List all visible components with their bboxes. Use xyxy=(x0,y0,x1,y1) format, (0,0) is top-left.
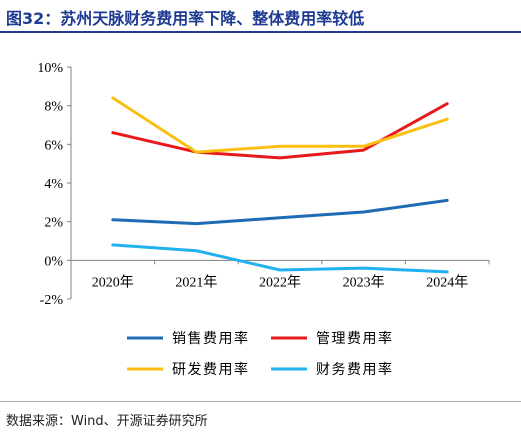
source-divider xyxy=(0,401,521,402)
line-chart: -2% 0% 2% 4% 6% 8% 10% 2020年 2021年 2022年 2023年 2024… xyxy=(37,61,490,378)
legend-label: 销售费用率 xyxy=(172,330,250,347)
legend-label: 财务费用率 xyxy=(316,361,394,378)
x-tick-label: 2021年 xyxy=(175,274,217,290)
data-source: 数据来源：Wind、开源证券研究所 xyxy=(6,414,208,429)
y-tick-label: 0% xyxy=(44,254,63,269)
series-line-4 xyxy=(111,243,449,274)
y-tick-label: 6% xyxy=(44,138,63,153)
series-line-3 xyxy=(111,96,449,154)
x-tick-label: 2024年 xyxy=(426,274,468,290)
y-tick-label: 4% xyxy=(44,177,63,192)
x-tick-label: 2023年 xyxy=(343,274,385,290)
y-tick-label: 8% xyxy=(44,100,63,115)
legend-label: 管理费用率 xyxy=(316,330,394,347)
title-underline xyxy=(0,31,521,33)
series-line-1 xyxy=(111,198,449,226)
y-tick-label: -2% xyxy=(40,293,64,308)
y-tick-label: 2% xyxy=(44,216,63,231)
legend-label: 研发费用率 xyxy=(172,361,250,378)
series-line-2 xyxy=(111,102,449,160)
y-tick-label: 10% xyxy=(37,61,63,76)
x-tick-label: 2022年 xyxy=(259,274,301,290)
x-tick-label: 2020年 xyxy=(92,274,134,290)
figure-title: 图32：苏州天脉财务费用率下降、整体费用率较低 xyxy=(6,9,365,28)
